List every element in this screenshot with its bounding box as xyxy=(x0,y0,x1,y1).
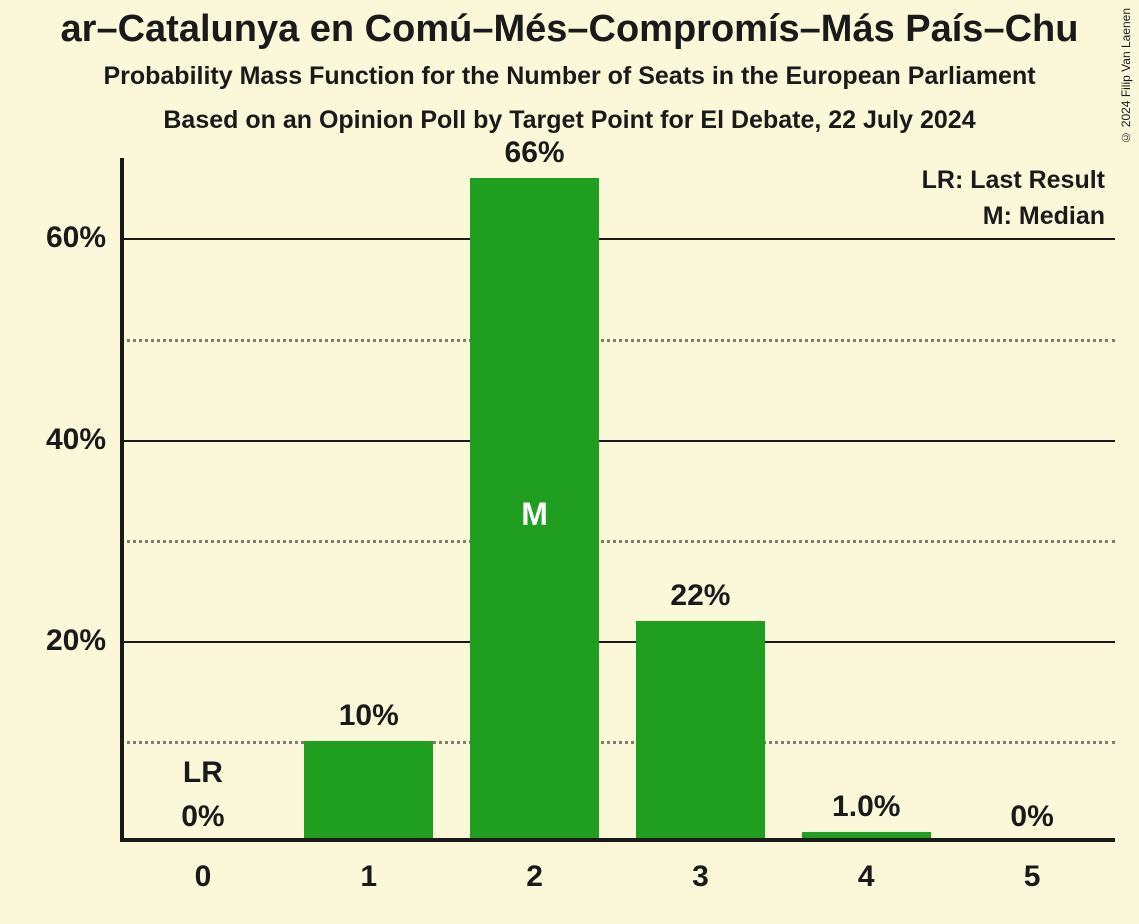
bar-value-label: 66% xyxy=(452,136,618,170)
lr-marker: LR xyxy=(120,756,286,790)
gridline-minor xyxy=(120,741,1115,744)
x-tick-label: 4 xyxy=(783,860,949,894)
chart-subtitle-2: Based on an Opinion Poll by Target Point… xyxy=(0,106,1139,135)
y-tick-label: 60% xyxy=(46,221,106,255)
legend-median: M: Median xyxy=(983,202,1105,231)
bar-value-label: 0% xyxy=(949,800,1115,834)
median-marker: M xyxy=(470,496,599,533)
gridline-major xyxy=(120,238,1115,240)
bar-value-label: 10% xyxy=(286,699,452,733)
gridline-major xyxy=(120,641,1115,643)
bar-value-label: 22% xyxy=(618,579,784,613)
x-tick-label: 3 xyxy=(618,860,784,894)
bar xyxy=(304,741,433,842)
bar-value-label: 0% xyxy=(120,800,286,834)
plot-area: 20%40%60%0%LR010%166%M222%31.0%40%5LR: L… xyxy=(120,158,1115,842)
x-axis xyxy=(120,838,1115,842)
y-axis xyxy=(120,158,124,842)
gridline-minor xyxy=(120,540,1115,543)
x-tick-label: 1 xyxy=(286,860,452,894)
chart-title: ar–Catalunya en Comú–Més–Compromís–Más P… xyxy=(61,8,1079,51)
chart-container: © 2024 Filip Van Laenen ar–Catalunya en … xyxy=(0,0,1139,924)
legend-lr: LR: Last Result xyxy=(922,166,1105,195)
bar xyxy=(636,621,765,842)
y-tick-label: 40% xyxy=(46,423,106,457)
gridline-major xyxy=(120,440,1115,442)
bar-value-label: 1.0% xyxy=(783,790,949,824)
chart-subtitle-1: Probability Mass Function for the Number… xyxy=(0,62,1139,91)
gridline-minor xyxy=(120,339,1115,342)
y-tick-label: 20% xyxy=(46,624,106,658)
x-tick-label: 0 xyxy=(120,860,286,894)
x-tick-label: 5 xyxy=(949,860,1115,894)
x-tick-label: 2 xyxy=(452,860,618,894)
